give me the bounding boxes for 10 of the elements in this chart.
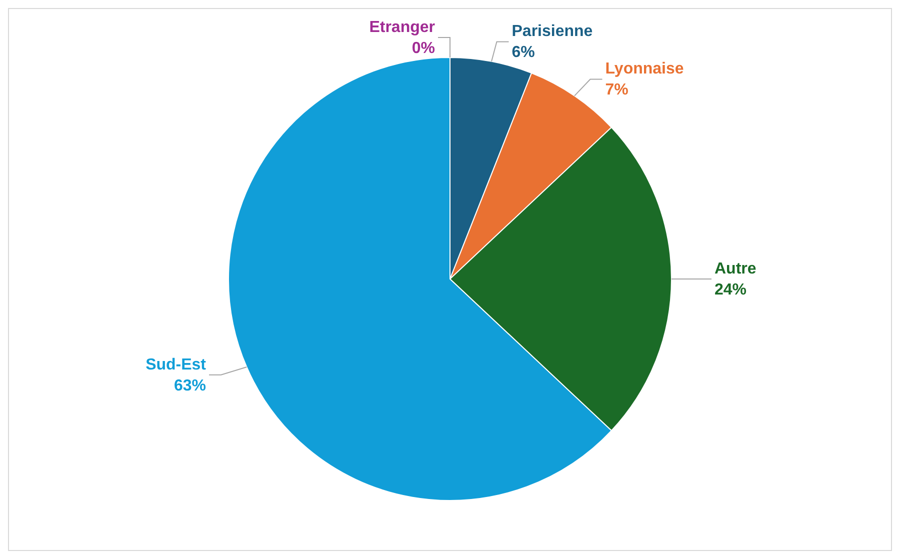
data-label: 6% — [512, 44, 535, 62]
slice-label: Autre — [714, 260, 756, 278]
category-label: Etranger — [369, 18, 435, 36]
slice-label: Sud-Est — [146, 356, 207, 374]
data-label: 63% — [174, 377, 206, 394]
slice-label: Lyonnaise — [605, 60, 684, 78]
text: 0% — [412, 40, 435, 57]
data-label: 24% — [714, 281, 747, 298]
slice-label: Parisienne — [512, 23, 593, 40]
data-label: 7% — [605, 82, 628, 99]
